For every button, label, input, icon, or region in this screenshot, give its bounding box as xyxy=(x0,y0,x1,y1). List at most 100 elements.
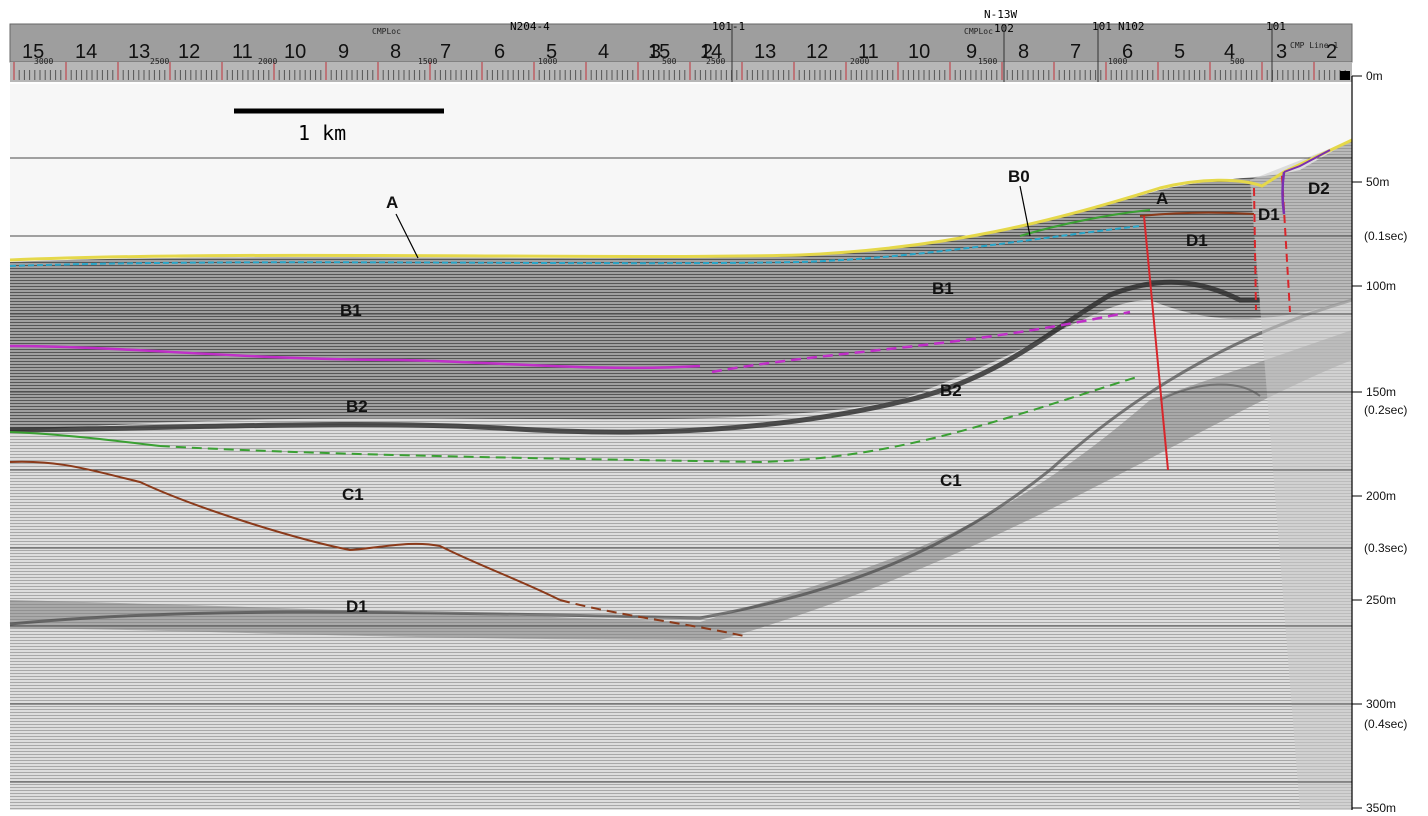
survey-label: N102 xyxy=(1118,20,1145,33)
label-b2-right: B2 xyxy=(940,381,962,400)
fault-line xyxy=(1143,215,1169,471)
b2-c1-horizon-inferred xyxy=(159,375,1141,464)
ruler-number: 14 xyxy=(75,41,97,63)
survey-label: 101-1 xyxy=(712,20,745,33)
ruler-number: 4 xyxy=(598,41,609,63)
ruler-number-2: 6 xyxy=(1122,41,1133,63)
depth-label: (0.3sec) xyxy=(1364,541,1407,555)
cmp-number: 1500 xyxy=(418,57,437,66)
cmp-number: 2500 xyxy=(150,57,169,66)
ruler-bar xyxy=(9,23,1353,63)
scale-bar: 1 km xyxy=(234,108,444,145)
ruler-number-2: 13 xyxy=(754,41,776,63)
ruler-number: 10 xyxy=(284,41,306,63)
ruler-number: 7 xyxy=(440,41,451,63)
cmp-number: 2000 xyxy=(258,57,277,66)
b0-horizon xyxy=(9,225,1141,267)
depth-grid xyxy=(10,157,1352,783)
ruler-number-2: 7 xyxy=(1070,41,1081,63)
cmp-number: 2500 xyxy=(706,57,725,66)
ruler-tick-strip xyxy=(10,62,1352,82)
depth-label: 200m xyxy=(1366,489,1396,503)
d2-top xyxy=(1283,149,1331,173)
cmp-number: 3000 xyxy=(34,57,53,66)
ruler-number-2: 8 xyxy=(1018,41,1029,63)
ruler-number: 12 xyxy=(178,41,200,63)
label-a-left: A xyxy=(386,193,398,212)
label-b1-left: B1 xyxy=(340,301,362,320)
survey-labels: N204-4 101-1 N-13W 10 2 101 N102 101 xyxy=(510,8,1286,82)
ruler-number: 5 xyxy=(546,41,557,63)
label-c1-left: C1 xyxy=(342,485,364,504)
ruler-number-2: 15 xyxy=(648,41,670,63)
line-label: CMP Line 1 xyxy=(1290,41,1338,50)
ruler-number: 8 xyxy=(390,41,401,63)
label-c1-right: C1 xyxy=(940,471,962,490)
ruler-number-2: 9 xyxy=(966,41,977,63)
cmp-labels: CMPLoc CMPLoc CMP Line 1 xyxy=(372,27,1338,50)
cmp-number: 2000 xyxy=(850,57,869,66)
label-d2: D2 xyxy=(1308,179,1330,198)
b2-c1-horizon xyxy=(9,431,161,447)
cmp-number: 1000 xyxy=(1108,57,1127,66)
label-d1-left: D1 xyxy=(346,597,368,616)
ruler-number-2: 4 xyxy=(1224,41,1235,63)
label-b1-right: B1 xyxy=(932,279,954,298)
d1-top-horizon xyxy=(1139,211,1255,217)
ruler-number-2: 10 xyxy=(908,41,930,63)
c1-d1-horizon-inferred xyxy=(559,599,745,637)
leader-line-a xyxy=(395,213,419,259)
d2-boundary xyxy=(1281,171,1286,215)
ruler-ticks xyxy=(13,62,1346,80)
depth-label: 100m xyxy=(1366,279,1396,293)
leader-line-b0 xyxy=(1019,185,1031,237)
ruler-number-2: 3 xyxy=(1276,41,1287,63)
a-b0-horizon xyxy=(1019,209,1151,237)
depth-label: (0.1sec) xyxy=(1364,229,1407,243)
ruler-number-2: 2 xyxy=(1326,41,1337,63)
survey-label: N-13W xyxy=(984,8,1017,21)
ruler-number: 9 xyxy=(338,41,349,63)
fault-line-inferred xyxy=(1253,187,1257,311)
zero-marker xyxy=(1340,71,1350,80)
cmp-label: CMPLoc xyxy=(964,27,993,36)
c1-d1-horizon xyxy=(9,460,561,601)
ruler-number: 15 xyxy=(22,41,44,63)
depth-label: 350m xyxy=(1366,801,1396,815)
cmp-label: CMPLoc xyxy=(372,27,401,36)
depth-label: (0.2sec) xyxy=(1364,403,1407,417)
label-d1-top: D1 xyxy=(1258,205,1280,224)
seismic-section xyxy=(9,84,1353,810)
ruler-number-2: 5 xyxy=(1174,41,1185,63)
b1-b2-horizon-inferred xyxy=(711,310,1131,374)
horizon-labels: A A B0 B1 B1 B2 B2 C1 C1 D1 D1 D1 D2 xyxy=(340,167,1330,616)
ruler-numbers: 15 14 13 12 11 10 9 8 7 6 5 4 3 2 15 14 … xyxy=(22,41,1337,63)
ruler-number-2: 12 xyxy=(806,41,828,63)
ruler-number-2: 11 xyxy=(858,41,879,63)
cmp-numbers: 3000 2500 2000 1500 1000 500 2500 2000 1… xyxy=(34,57,1245,66)
fault-line-inferred xyxy=(1281,175,1291,313)
survey-label: 101 xyxy=(1266,20,1286,33)
ruler-number: 6 xyxy=(494,41,505,63)
survey-label: 101 xyxy=(1092,20,1112,33)
label-a-right: A xyxy=(1156,189,1168,208)
label-d1-right: D1 xyxy=(1186,231,1208,250)
cmp-number: 1500 xyxy=(978,57,997,66)
ruler-number: 13 xyxy=(128,41,150,63)
ruler-number-2: 14 xyxy=(700,41,722,63)
label-b2-left: B2 xyxy=(346,397,368,416)
survey-label: N204-4 xyxy=(510,20,550,33)
cmp-number: 500 xyxy=(662,57,677,66)
depth-axis: 0m 50m (0.1sec) 100m 150m (0.2sec) 200m … xyxy=(1351,69,1407,815)
depth-label: 50m xyxy=(1366,175,1389,189)
ruler-number: 3 xyxy=(650,41,661,63)
label-b0: B0 xyxy=(1008,167,1030,186)
ruler-number: 11 xyxy=(232,41,253,63)
cmp-number: 500 xyxy=(1230,57,1245,66)
cmp-number: 1000 xyxy=(538,57,557,66)
depth-label: 0m xyxy=(1366,69,1383,83)
b1-b2-horizon xyxy=(9,344,701,370)
depth-label: (0.4sec) xyxy=(1364,717,1407,731)
ruler-number: 2 xyxy=(702,41,713,63)
